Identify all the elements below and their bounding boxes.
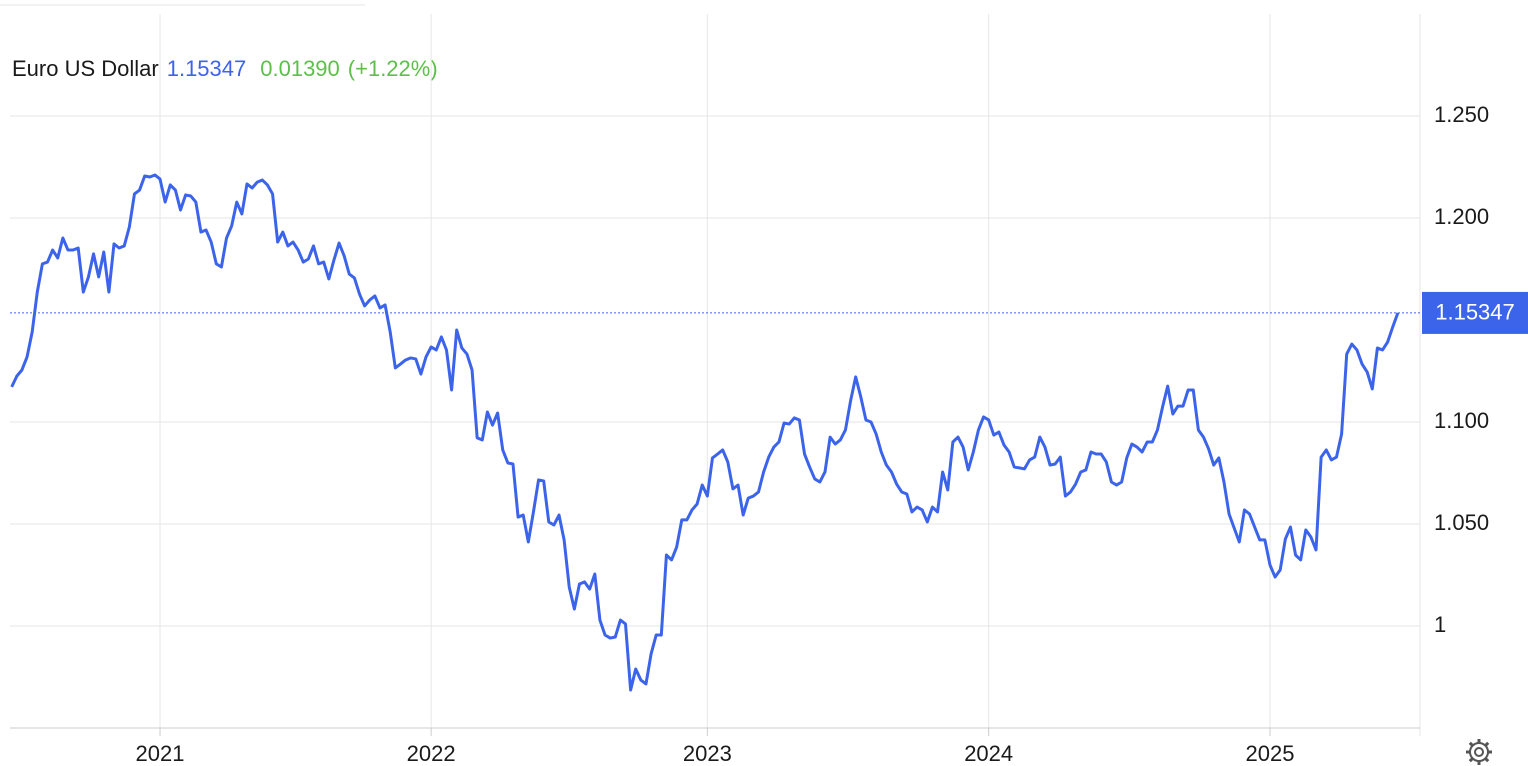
y-tick-label: 1.100 [1434, 408, 1489, 433]
series-name: Euro US Dollar [12, 56, 159, 81]
price-line [10, 173, 1400, 692]
x-tick-label: 2025 [1246, 741, 1295, 766]
chart-header: Euro US Dollar 1.15347 0.01390 (+1.22%) [12, 56, 438, 81]
y-tick-label: 1.250 [1434, 102, 1489, 127]
plot [10, 173, 1420, 692]
y-tick-label: 1.200 [1434, 204, 1489, 229]
grid [10, 14, 1421, 736]
last-price-label: 1.15347 [1435, 300, 1515, 325]
labels: 1.250 1.200 1.100 1.050 1 2021 2022 2023 2024 202… [136, 102, 1528, 766]
y-tick-label: 1 [1434, 612, 1446, 637]
x-tick-label: 2024 [964, 741, 1013, 766]
price: 1.15347 [167, 56, 247, 81]
last-price-badge [1422, 291, 1528, 334]
y-tick-label: 1.050 [1434, 510, 1489, 535]
change-percent: (+1.22%) [348, 56, 438, 81]
x-tick-label: 2021 [136, 741, 185, 766]
x-tick-label: 2022 [407, 741, 456, 766]
x-tick-label: 2023 [683, 741, 732, 766]
gear-ring[interactable] [1469, 742, 1489, 762]
settings-icon[interactable] [1466, 739, 1492, 765]
gear-teeth[interactable] [1466, 739, 1492, 765]
change: 0.01390 [260, 56, 340, 81]
gear-hub[interactable] [1474, 747, 1484, 757]
